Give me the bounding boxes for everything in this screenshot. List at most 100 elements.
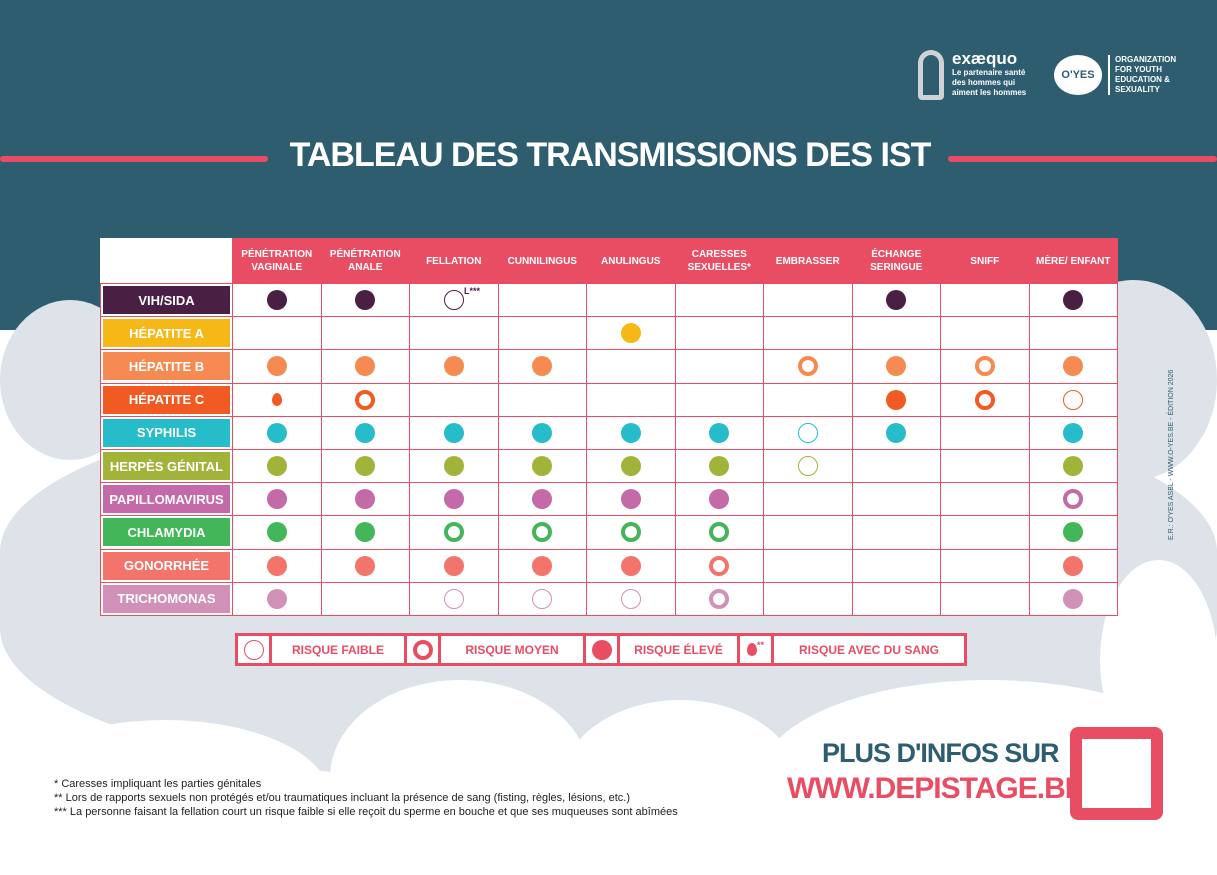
side-credit: E.R.: O'YES ASBL - WWW.O-YES.BE - ÉDITIO… — [1168, 369, 1175, 540]
risk-cell — [497, 415, 587, 450]
footnote: ** Lors de rapports sexuels non protégés… — [54, 792, 630, 804]
column-header: CARESSES SEXUELLES* — [674, 238, 764, 284]
high-risk-icon — [443, 356, 464, 377]
footnote: *** La personne faisant la fellation cou… — [54, 806, 678, 818]
medium-risk-icon — [974, 356, 995, 377]
high-risk-icon — [266, 588, 287, 609]
risk-cell — [763, 515, 853, 550]
infection-label: HÉPATITE C — [103, 385, 230, 414]
title-line-right — [948, 156, 1217, 162]
infection-label: VIH/SIDA — [103, 286, 230, 315]
risk-cell — [940, 515, 1030, 550]
high-risk-icon — [620, 323, 641, 344]
row-label-cell: HÉPATITE B — [100, 349, 233, 384]
high-risk-icon — [443, 422, 464, 443]
medium-risk-icon — [1063, 489, 1084, 510]
risk-cell — [586, 515, 676, 550]
risk-cell — [586, 415, 676, 450]
risk-cell — [763, 382, 853, 417]
high-risk-icon — [532, 489, 553, 510]
high-risk-icon — [709, 422, 730, 443]
high-risk-icon — [1063, 422, 1084, 443]
risk-cell — [232, 316, 322, 351]
risk-cell — [940, 448, 1030, 484]
risk-cell — [497, 448, 587, 484]
high-risk-icon — [886, 389, 907, 410]
risk-cell — [1028, 515, 1118, 550]
legend: RISQUE FAIBLE RISQUE MOYEN RISQUE ÉLEVÉ … — [235, 633, 967, 666]
infection-label: HÉPATITE B — [103, 352, 230, 381]
high-risk-icon — [532, 356, 553, 377]
column-header: EMBRASSER — [763, 238, 853, 284]
risk-cell — [674, 415, 764, 450]
infection-label: HERPÈS GÉNITAL — [103, 452, 230, 481]
risk-cell — [320, 316, 410, 351]
row-label-cell: HÉPATITE A — [100, 316, 233, 351]
infection-label: CHLAMYDIA — [103, 518, 230, 547]
high-risk-icon — [532, 422, 553, 443]
risk-cell — [320, 282, 410, 318]
high-risk-icon — [1063, 356, 1084, 377]
logos: exæquo Le partenaire santé des hommes qu… — [918, 50, 1176, 100]
risk-cell — [940, 415, 1030, 450]
risk-cell — [763, 349, 853, 384]
legend-high-icon — [586, 636, 620, 663]
medium-risk-icon — [532, 522, 553, 543]
risk-cell — [851, 382, 941, 417]
low-risk-icon — [1063, 389, 1084, 410]
high-risk-icon — [532, 555, 553, 576]
risk-cell — [497, 581, 587, 616]
table-row: PAPILLOMAVIRUS — [100, 482, 1118, 517]
infection-label: HÉPATITE A — [103, 319, 230, 348]
risk-cell — [409, 581, 499, 616]
transmission-table: PÉNÉTRATION VAGINALE PÉNÉTRATION ANALE FEL… — [100, 238, 1118, 616]
row-label-cell: VIH/SIDA — [100, 282, 233, 318]
title-line-left — [0, 156, 268, 162]
high-risk-icon — [266, 489, 287, 510]
risk-cell — [320, 415, 410, 450]
risk-cell — [940, 382, 1030, 417]
legend-medium-icon — [407, 636, 441, 663]
risk-cell — [763, 482, 853, 517]
row-label-cell: GONORRHÉE — [100, 548, 233, 583]
risk-cell — [674, 548, 764, 583]
row-label-cell: CHLAMYDIA — [100, 515, 233, 550]
high-risk-icon — [886, 290, 907, 311]
risk-cell — [763, 448, 853, 484]
high-risk-icon — [355, 489, 376, 510]
risk-cell — [940, 349, 1030, 384]
medium-risk-icon — [797, 356, 818, 377]
high-risk-icon — [266, 422, 287, 443]
legend-blood-mark: ** — [756, 640, 764, 650]
legend-blood-label: RISQUE AVEC DU SANG — [798, 642, 939, 657]
risk-cell — [497, 349, 587, 384]
risk-cell — [1028, 282, 1118, 318]
risk-cell — [1028, 548, 1118, 583]
qr-code[interactable] — [1070, 727, 1163, 820]
info-heading: PLUS D'INFOS SUR — [822, 738, 1059, 768]
medium-risk-icon — [974, 389, 995, 410]
risk-cell — [940, 548, 1030, 583]
table-row: SYPHILIS — [100, 415, 1118, 450]
risk-cell — [940, 316, 1030, 351]
risk-cell — [586, 316, 676, 351]
high-risk-icon — [886, 422, 907, 443]
high-risk-icon — [1063, 290, 1084, 311]
website-link[interactable]: WWW.DEPISTAGE.BE — [787, 772, 1085, 805]
risk-cell — [497, 316, 587, 351]
row-label-cell: HÉPATITE C — [100, 382, 233, 417]
risk-cell — [674, 316, 764, 351]
risk-cell — [851, 316, 941, 351]
footnote-mark: L*** — [464, 286, 481, 296]
risk-cell — [409, 548, 499, 583]
risk-cell — [232, 515, 322, 550]
risk-cell — [232, 482, 322, 517]
medium-risk-icon — [709, 588, 730, 609]
table-row: GONORRHÉE — [100, 548, 1118, 583]
risk-cell — [1028, 415, 1118, 450]
risk-cell — [232, 382, 322, 417]
infection-label: TRICHOMONAS — [103, 584, 230, 613]
legend-medium-label: RISQUE MOYEN — [441, 636, 586, 663]
risk-cell — [409, 382, 499, 417]
high-risk-icon — [1063, 555, 1084, 576]
